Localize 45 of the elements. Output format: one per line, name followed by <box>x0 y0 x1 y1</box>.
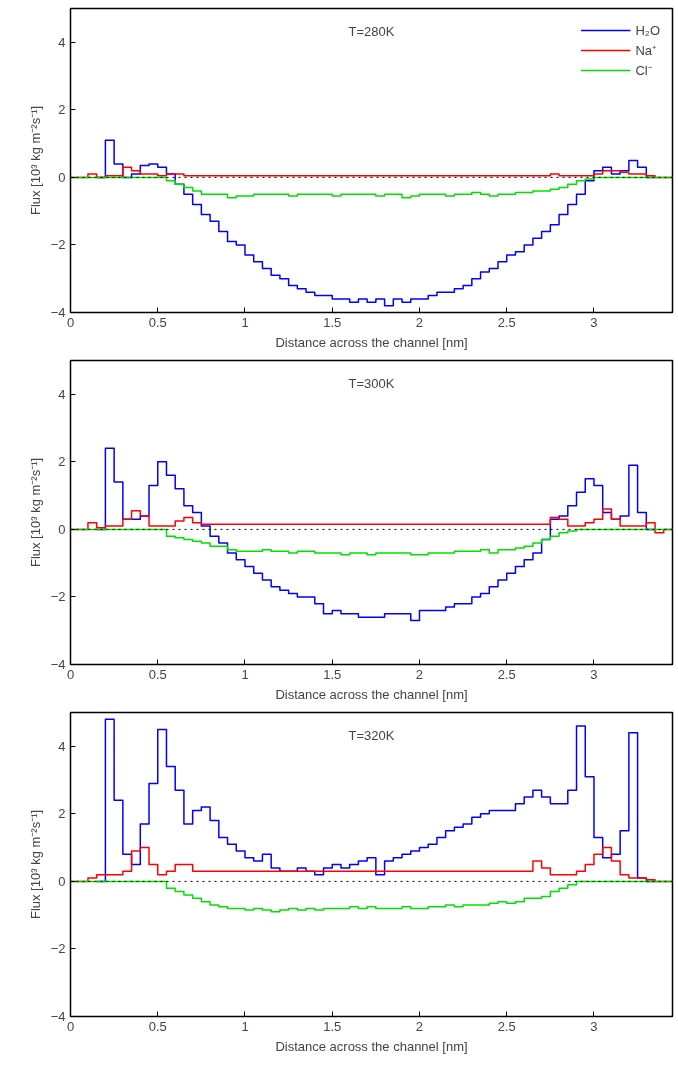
x-tick-label: 0.5 <box>148 666 167 682</box>
y-tick-label: 0 <box>58 169 66 185</box>
x-tick-label: 0.5 <box>148 314 167 330</box>
y-axis-title: Flux [10³ kg m⁻²s⁻¹] <box>27 457 43 568</box>
x-tick-label: 1 <box>241 666 249 682</box>
legend-label: H₂O <box>635 22 660 38</box>
x-axis-title: Distance across the channel [nm] <box>275 1038 468 1054</box>
x-tick-label: 2 <box>415 314 424 330</box>
x-tick-label: 2.5 <box>497 1018 516 1034</box>
x-tick-label: 2.5 <box>497 666 516 682</box>
y-tick-label: 4 <box>58 738 66 754</box>
x-tick-label: 1 <box>241 1018 249 1034</box>
legend-label: Na⁺ <box>635 42 657 59</box>
y-tick-label: 0 <box>58 521 66 537</box>
x-tick-label: 1.5 <box>323 1018 342 1034</box>
x-tick-label: 3 <box>590 1018 598 1034</box>
x-tick-label: 1.5 <box>323 314 342 330</box>
y-tick-label: −4 <box>50 657 66 672</box>
x-tick-label: 3 <box>590 314 598 330</box>
x-tick-label: 2 <box>415 1018 424 1034</box>
x-axis-title: Distance across the channel [nm] <box>275 686 468 702</box>
y-tick-label: 4 <box>58 34 66 50</box>
x-tick-label: 3 <box>590 666 598 682</box>
x-tick-label: 1.5 <box>323 666 342 682</box>
y-tick-label: −4 <box>50 305 66 320</box>
y-tick-label: 2 <box>58 454 66 470</box>
y-axis-title: Flux [10³ kg m⁻²s⁻¹] <box>27 105 43 216</box>
x-tick-label: 1 <box>241 314 249 330</box>
x-tick-label: 0.5 <box>148 1018 167 1034</box>
y-axis-title: Flux [10³ kg m⁻²s⁻¹] <box>27 809 43 920</box>
x-tick-label: 2 <box>415 666 424 682</box>
text: T=280K <box>348 23 395 39</box>
y-tick-label: −2 <box>50 589 66 605</box>
y-tick-label: 0 <box>58 873 66 889</box>
y-tick-label: 4 <box>58 386 66 402</box>
x-axis-title: Distance across the channel [nm] <box>275 334 468 350</box>
text: T=300K <box>348 375 395 391</box>
y-tick-label: 2 <box>58 102 66 118</box>
x-tick-label: 2.5 <box>497 314 516 330</box>
y-tick-label: −2 <box>50 237 66 253</box>
text: T=320K <box>348 727 395 743</box>
y-tick-label: −4 <box>50 1009 66 1024</box>
y-tick-label: 2 <box>58 806 66 822</box>
y-tick-label: −2 <box>50 941 66 957</box>
legend-label: Cl⁻ <box>635 62 653 79</box>
